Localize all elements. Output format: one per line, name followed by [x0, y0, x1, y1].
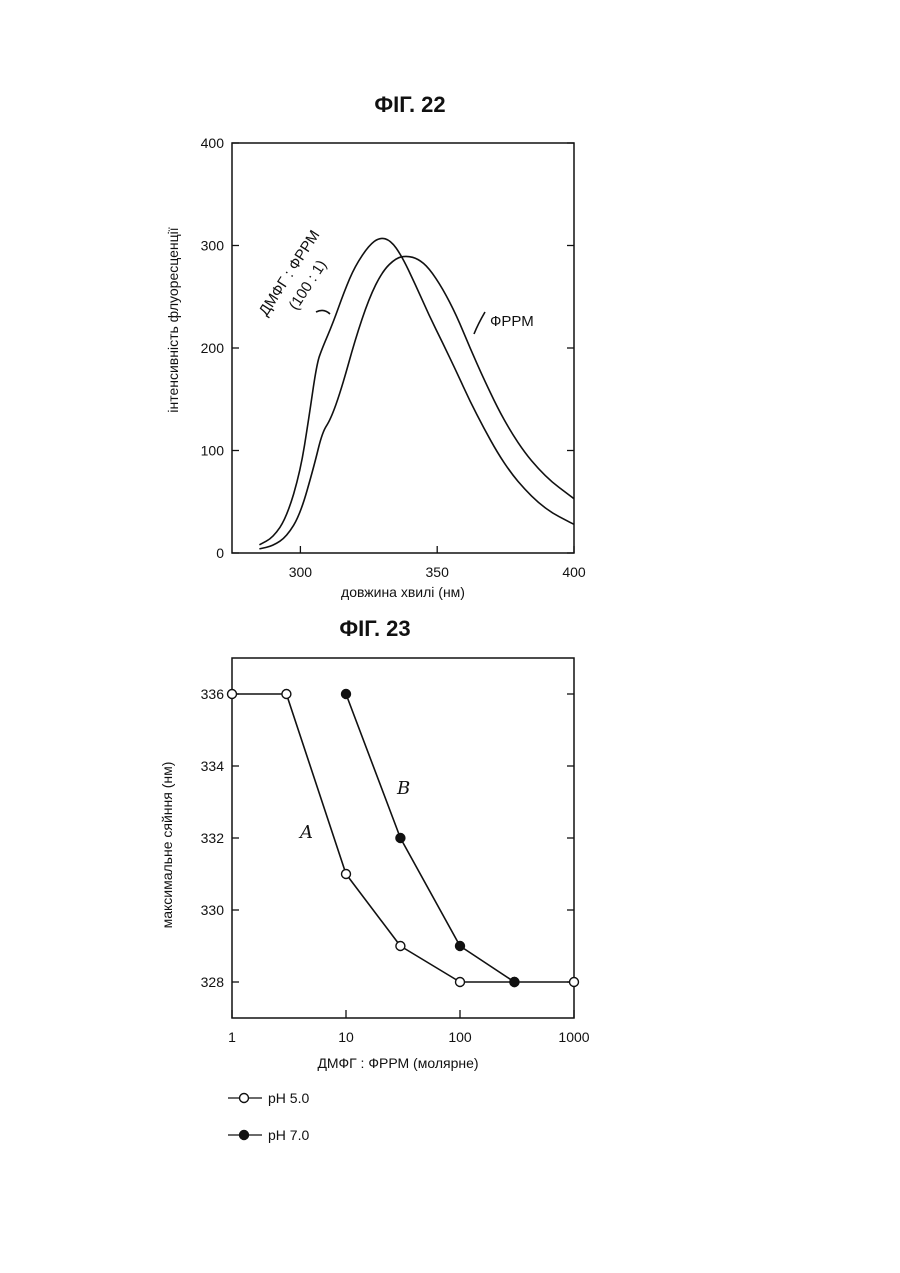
fig23-point-s0-1	[282, 690, 291, 699]
fig22-ytick-label-1: 100	[201, 443, 225, 459]
fig23-ytick-label-4: 336	[201, 686, 225, 702]
fig23-xtick-label-0: 1	[228, 1029, 236, 1045]
legend-ph7-label: pH 7.0	[268, 1127, 309, 1143]
fig23-curve-label-b: B	[396, 778, 410, 799]
fig23-xtick-label-3: 1000	[558, 1029, 589, 1045]
fig22-y-axis-label: інтенсивність флуоресценції	[165, 227, 181, 412]
fig22-ytick-label-3: 300	[201, 238, 225, 254]
fig23-markers	[228, 690, 579, 987]
fig23-x-tick-labels: 1 10 100 1000	[228, 1029, 590, 1045]
fig22-annotation-ffrm: ФРРМ	[490, 313, 534, 330]
fig23-ticks	[232, 694, 574, 1018]
fig23-xtick-label-1: 10	[338, 1029, 354, 1045]
fig22-x-axis-label: довжина хвилі (нм)	[341, 584, 465, 600]
fig22-annotation-dmfg: ДМФГ : ФРРМ (100 : 1)	[256, 227, 342, 331]
figure-canvas: ФІГ. 22 0 100 200 300 400 300 350 400 довжина …	[0, 0, 900, 1273]
fig23-y-tick-labels: 328 330 332 334 336	[201, 686, 225, 990]
fig23-ytick-label-0: 328	[201, 974, 225, 990]
fig22-y-tick-labels: 0 100 200 300 400	[201, 135, 225, 561]
fig23-point-s1-1	[396, 834, 405, 843]
fig22-annotation-ffrm-leader	[474, 312, 485, 334]
fig22-xtick-label-1: 350	[426, 564, 450, 580]
fig23-curve-label-a: A	[298, 822, 313, 843]
fig23-title: ФІГ. 23	[339, 616, 410, 641]
fig22-ytick-label-2: 200	[201, 340, 225, 356]
fig22-xtick-label-2: 400	[562, 564, 586, 580]
fig23-y-axis-label: максимальне сяйння (нм)	[159, 762, 175, 929]
fig23-point-s0-2	[342, 870, 351, 879]
fig23-ytick-label-3: 334	[201, 758, 225, 774]
fig22-annotation-dmfg-leader	[316, 310, 330, 314]
fig22-ticks	[232, 143, 574, 553]
fig22-plot-frame	[232, 143, 574, 553]
fig23-x-axis-label: ДМФГ : ФРРМ (молярне)	[317, 1055, 478, 1071]
fig23-point-s0-4	[456, 978, 465, 987]
fig22-x-tick-labels: 300 350 400	[289, 564, 586, 580]
fig23-ytick-label-1: 330	[201, 902, 225, 918]
fig23-point-s0-3	[396, 942, 405, 951]
fig23-point-s1-0	[342, 690, 351, 699]
fig23-point-s1-3	[510, 978, 519, 987]
fig23-point-s0-0	[228, 690, 237, 699]
fig22-xtick-label-0: 300	[289, 564, 313, 580]
fig23-point-s0-6	[570, 978, 579, 987]
fig23-xtick-label-2: 100	[448, 1029, 472, 1045]
fig23-legend: pH 5.0 pH 7.0	[228, 1090, 309, 1143]
legend-ph5-label: pH 5.0	[268, 1090, 309, 1106]
fig22-ytick-label-4: 400	[201, 135, 225, 151]
legend-ph7-marker	[240, 1131, 249, 1140]
fig23-ytick-label-2: 332	[201, 830, 225, 846]
fig23: ФІГ. 23 328 330 332 334 336 1 10 100 1000 ДМФГ …	[159, 616, 590, 1143]
legend-ph5-marker	[240, 1094, 249, 1103]
fig22-ytick-label-0: 0	[216, 545, 224, 561]
fig23-series-ph7-line	[346, 694, 514, 982]
fig23-point-s1-2	[456, 942, 465, 951]
fig22-title: ФІГ. 22	[374, 92, 445, 117]
fig22: ФІГ. 22 0 100 200 300 400 300 350 400 довжина …	[165, 92, 586, 600]
